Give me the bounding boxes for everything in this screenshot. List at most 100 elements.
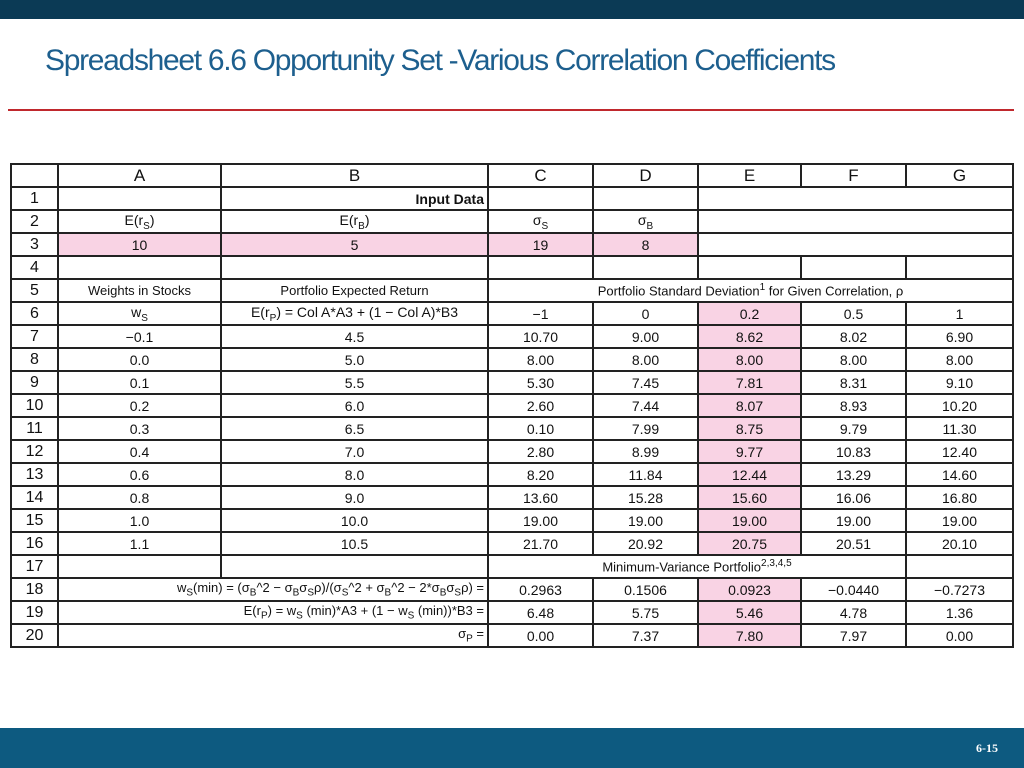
- row-number: 14: [10, 485, 59, 510]
- cell: 19.00: [592, 508, 699, 533]
- cell: 7.81: [697, 370, 802, 395]
- cell: 10: [57, 232, 222, 257]
- text-run: for Given Correlation, ρ: [765, 283, 904, 299]
- text-run: σ: [532, 211, 542, 228]
- cell: 8.00: [592, 347, 699, 372]
- cell: 9.10: [905, 370, 1014, 395]
- cell: Weights in Stocks: [57, 278, 222, 303]
- subscript: S: [407, 610, 415, 622]
- text-run: σ: [446, 580, 455, 596]
- subscript: S: [454, 587, 462, 599]
- cell: 5.46: [697, 600, 802, 625]
- text-run: E(r: [243, 603, 261, 619]
- cell: [592, 186, 699, 211]
- cell: 8.93: [800, 393, 907, 418]
- text-run: ^2 − σ: [256, 580, 293, 596]
- row-number: 18: [10, 577, 59, 602]
- cell: 7.97: [800, 623, 907, 648]
- cell: 10.20: [905, 393, 1014, 418]
- cell: 16.06: [800, 485, 907, 510]
- row-number: 9: [10, 370, 59, 395]
- cell: 0.2: [697, 301, 802, 326]
- cell: 0.0923: [697, 577, 802, 602]
- subscript: S: [307, 587, 314, 599]
- cell: 0.2963: [487, 577, 594, 602]
- cell: 16.80: [905, 485, 1014, 510]
- column-header: C: [487, 163, 594, 188]
- cell: 0.1: [57, 370, 222, 395]
- text-run: ): [364, 211, 370, 228]
- cell: 20.75: [697, 531, 802, 556]
- cell: 0.6: [57, 462, 222, 487]
- cell: 5.5: [220, 370, 489, 395]
- cell: 11.30: [905, 416, 1014, 441]
- cell: 7.44: [592, 393, 699, 418]
- cell: 1.0: [57, 508, 222, 533]
- row-number: 16: [10, 531, 59, 556]
- text-run: E(r: [339, 211, 359, 228]
- cell: 5: [220, 232, 489, 257]
- cell: 1.1: [57, 531, 222, 556]
- cell: 19.00: [800, 508, 907, 533]
- cell: 8.00: [697, 347, 802, 372]
- superscript: 2,3,4,5: [761, 558, 792, 570]
- cell: E(rP) = wS (min)*A3 + (1 − wS (min))*B3 …: [57, 600, 489, 625]
- cell: 0.00: [487, 623, 594, 648]
- cell: [487, 186, 594, 211]
- cell: 0.4: [57, 439, 222, 464]
- text-run: σ: [458, 626, 467, 642]
- cell: [592, 255, 699, 280]
- cell: 0.8: [57, 485, 222, 510]
- cell: [57, 186, 222, 211]
- cell: 13.29: [800, 462, 907, 487]
- text-run: ^2 − 2*σ: [391, 580, 440, 596]
- text-run: ): [149, 211, 155, 228]
- sheet-row: 17 Minimum-Variance Portfolio2,3,4,5: [10, 554, 1014, 579]
- sheet-row: 4: [10, 255, 1014, 280]
- column-header: A: [57, 163, 222, 188]
- cell: 8.0: [220, 462, 489, 487]
- cell: wS(min) = (σB^2 − σBσSρ)/(σS^2 + σB^2 − …: [57, 577, 489, 602]
- row-number: 5: [10, 278, 59, 303]
- subscript: B: [646, 220, 654, 232]
- cell: 2.80: [487, 439, 594, 464]
- cell: 20.92: [592, 531, 699, 556]
- cell: 19.00: [905, 508, 1014, 533]
- cell: 19: [487, 232, 594, 257]
- cell: 0.5: [800, 301, 907, 326]
- cell: [220, 255, 489, 280]
- superscript: 1: [759, 282, 766, 294]
- cell: 8.07: [697, 393, 802, 418]
- cell: 11.84: [592, 462, 699, 487]
- cell: 14.60: [905, 462, 1014, 487]
- cell: 12.44: [697, 462, 802, 487]
- subscript: S: [143, 220, 150, 232]
- cell: [697, 209, 1014, 234]
- cell: 20.51: [800, 531, 907, 556]
- cell: 8.00: [905, 347, 1014, 372]
- cell: 0.3: [57, 416, 222, 441]
- cell: −0.7273: [905, 577, 1014, 602]
- cell: 10.0: [220, 508, 489, 533]
- subscript: S: [541, 220, 549, 232]
- sheet-row: 16 1.1 10.5 21.70 20.92 20.75 20.51 20.10: [10, 531, 1014, 556]
- cell: [697, 232, 1014, 257]
- row-number: 2: [10, 209, 59, 234]
- cell: 5.0: [220, 347, 489, 372]
- subscript: B: [439, 587, 447, 599]
- cell: 1: [905, 301, 1014, 326]
- column-header: B: [220, 163, 489, 188]
- cell: 10.70: [487, 324, 594, 349]
- cell: 8.20: [487, 462, 594, 487]
- sheet-row: 7 −0.1 4.5 10.70 9.00 8.62 8.02 6.90: [10, 324, 1014, 349]
- column-header: D: [592, 163, 699, 188]
- subscript: B: [292, 587, 300, 599]
- cell: 8.02: [800, 324, 907, 349]
- cell: 12.40: [905, 439, 1014, 464]
- cell: 4.5: [220, 324, 489, 349]
- text-run: Minimum-Variance Portfolio: [602, 559, 762, 575]
- cell: 0.2: [57, 393, 222, 418]
- cell: 6.48: [487, 600, 594, 625]
- cell: 7.99: [592, 416, 699, 441]
